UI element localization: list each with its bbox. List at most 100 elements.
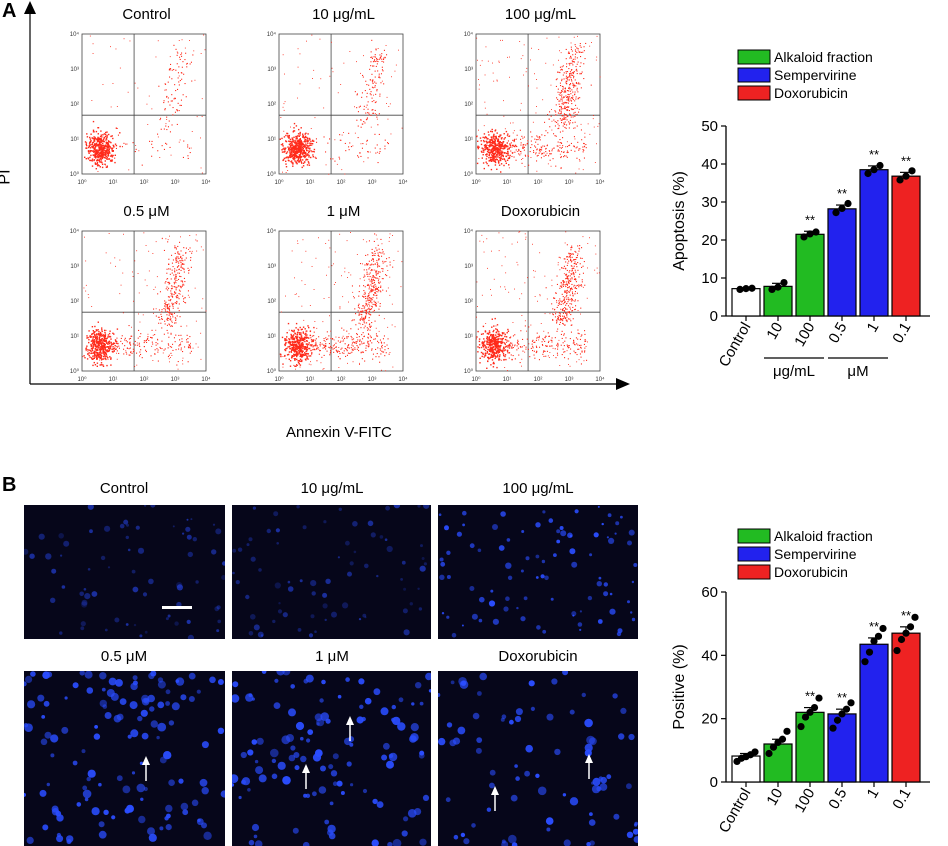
flow-event — [175, 247, 177, 249]
flow-event — [92, 342, 94, 344]
flow-event — [94, 325, 96, 328]
flow-event — [166, 129, 168, 131]
flow-event — [124, 337, 126, 339]
flow-event — [569, 113, 571, 115]
flow-event — [313, 140, 315, 142]
flow-event — [167, 126, 169, 128]
flow-y-tick-label: 10² — [464, 299, 473, 305]
flow-event — [490, 333, 492, 336]
flow-event — [560, 167, 562, 168]
flow-event — [301, 261, 303, 263]
flow-event — [593, 115, 594, 116]
flow-event — [536, 160, 538, 162]
flow-event — [101, 161, 103, 164]
flow-event — [284, 148, 286, 150]
flow-event — [542, 99, 544, 101]
flow-event — [112, 332, 114, 334]
flow-event — [372, 258, 374, 260]
flow-event — [137, 87, 139, 89]
flow-event — [155, 56, 157, 58]
flow-event — [109, 141, 111, 143]
flow-event — [526, 338, 528, 340]
flow-event — [161, 340, 163, 342]
flow-event — [486, 147, 488, 150]
flow-event — [567, 96, 569, 98]
flow-event — [369, 264, 371, 266]
flow-event — [88, 349, 90, 351]
flow-event — [105, 141, 107, 143]
flow-event — [373, 294, 375, 296]
flow-event — [85, 260, 87, 262]
flow-event — [181, 55, 183, 57]
flow-event — [290, 344, 292, 347]
flow-event — [528, 164, 530, 166]
flow-event — [165, 301, 167, 303]
flow-event — [577, 35, 578, 37]
flow-event — [366, 92, 368, 94]
flow-event — [310, 364, 312, 366]
flow-event — [491, 350, 494, 352]
flow-event — [542, 344, 544, 346]
flow-event — [329, 247, 331, 249]
flow-event — [289, 155, 291, 157]
flow-event — [376, 353, 378, 355]
flow-event — [180, 262, 182, 264]
flow-event — [107, 356, 109, 359]
flow-event — [359, 323, 361, 325]
flow-event — [491, 344, 493, 346]
flow-event — [91, 143, 93, 146]
flow-event — [129, 343, 131, 345]
flow-event — [128, 325, 130, 327]
flow-event — [559, 110, 561, 112]
flow-event — [481, 355, 483, 358]
flow-event — [200, 53, 202, 54]
flow-event — [92, 145, 94, 148]
flow-event — [102, 152, 104, 154]
flow-event — [85, 347, 88, 349]
flow-event — [152, 343, 154, 345]
flow-event — [566, 99, 568, 101]
flow-event — [533, 150, 535, 152]
flow-event — [119, 145, 121, 148]
flow-event — [518, 153, 520, 155]
flow-event — [511, 144, 513, 146]
flow-event — [372, 65, 374, 67]
flow-event — [169, 273, 171, 275]
flow-event — [516, 134, 518, 136]
flow-event — [200, 358, 202, 360]
flow-event — [496, 366, 498, 369]
flow-event — [187, 144, 189, 146]
flow-event — [541, 341, 543, 343]
flow-event — [476, 336, 478, 338]
flow-event — [312, 150, 314, 152]
flow-event — [488, 134, 490, 136]
flow-event — [97, 349, 99, 351]
flow-event — [375, 295, 377, 297]
flow-event — [280, 354, 282, 356]
flow-event — [495, 349, 497, 351]
flow-event — [574, 344, 576, 346]
flow-event — [372, 258, 374, 260]
flow-event — [164, 282, 166, 284]
flow-event — [292, 346, 294, 348]
flow-event — [168, 323, 170, 325]
flow-event — [536, 351, 538, 353]
flow-event — [170, 299, 172, 301]
flow-event — [559, 66, 561, 68]
flow-event — [304, 133, 306, 135]
flow-event — [383, 83, 385, 85]
flow-event — [377, 266, 379, 268]
flow-event — [297, 350, 299, 352]
flow-event — [573, 85, 575, 87]
flow-event — [499, 359, 501, 361]
flow-event — [92, 355, 94, 357]
flow-event — [557, 149, 559, 151]
flow-event — [372, 311, 374, 313]
flow-event — [536, 170, 538, 172]
flow-event — [508, 164, 510, 166]
flow-event — [561, 118, 563, 120]
flow-event — [488, 333, 490, 335]
flow-event — [359, 364, 360, 365]
flow-event — [490, 136, 492, 138]
flow-event — [293, 346, 295, 349]
